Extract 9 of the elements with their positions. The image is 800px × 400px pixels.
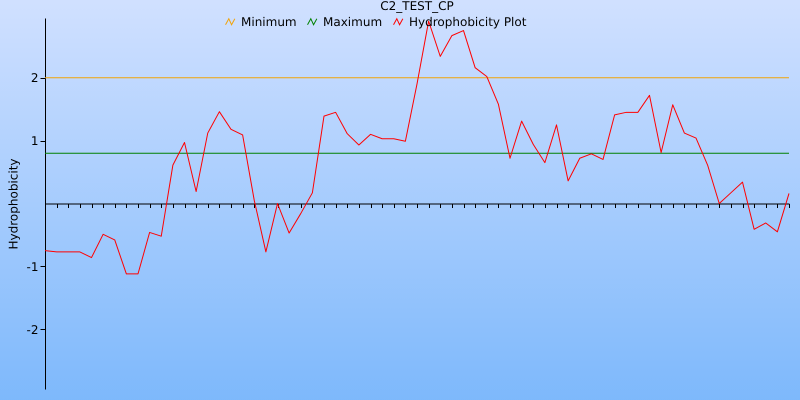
- chart-title: C2_TEST_CP: [380, 0, 454, 13]
- y-axis-title: Hydrophobicity: [6, 158, 20, 250]
- y-tick-label: 1: [30, 134, 38, 148]
- legend-label: Maximum: [323, 15, 382, 29]
- legend-label: Hydrophobicity Plot: [409, 15, 527, 29]
- legend-label: Minimum: [241, 15, 297, 29]
- y-tick-label: 2: [30, 71, 38, 86]
- y-tick-label: -1: [26, 260, 38, 274]
- y-tick-label: -2: [26, 322, 38, 337]
